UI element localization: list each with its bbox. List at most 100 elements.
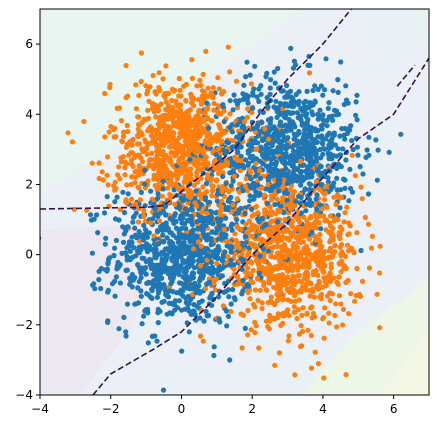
data-point-orange — [334, 279, 340, 285]
data-point-orange — [211, 100, 217, 106]
data-point-orange — [273, 211, 279, 217]
data-point-blue — [314, 192, 320, 198]
data-point-orange — [106, 129, 112, 135]
data-point-orange — [245, 106, 251, 112]
data-point-orange — [132, 180, 138, 186]
data-point-orange — [343, 279, 349, 286]
data-point-orange — [124, 122, 130, 129]
data-point-blue — [152, 206, 158, 212]
data-point-blue — [214, 250, 221, 256]
data-point-orange — [176, 125, 182, 131]
data-point-orange — [188, 91, 194, 97]
data-point-orange — [135, 219, 142, 225]
data-point-blue — [366, 152, 372, 158]
data-point-orange — [346, 311, 352, 317]
data-point-orange — [243, 221, 249, 227]
data-point-blue — [319, 126, 325, 132]
data-point-blue — [293, 62, 299, 68]
data-point-blue — [204, 281, 210, 287]
data-point-blue — [154, 338, 160, 344]
data-point-orange — [341, 219, 347, 225]
data-point-blue — [159, 227, 165, 233]
data-point-blue — [259, 215, 265, 222]
data-point-orange — [69, 139, 75, 145]
data-point-blue — [307, 62, 313, 68]
data-point-blue — [313, 196, 319, 202]
data-point-orange — [161, 117, 167, 123]
data-point-blue — [318, 155, 324, 161]
data-point-orange — [154, 160, 160, 166]
data-point-orange — [368, 245, 375, 251]
data-point-orange — [210, 95, 216, 101]
data-point-blue — [255, 216, 261, 222]
data-point-blue — [278, 203, 284, 209]
data-point-orange — [168, 175, 174, 181]
data-point-orange — [234, 274, 240, 280]
data-point-orange — [321, 197, 328, 203]
data-point-orange — [377, 270, 383, 276]
data-point-blue — [252, 63, 258, 69]
data-point-orange — [269, 218, 275, 224]
data-point-orange — [159, 193, 165, 199]
data-point-blue — [191, 308, 197, 314]
data-point-blue — [325, 105, 331, 111]
data-point-orange — [105, 154, 111, 160]
data-point-blue — [119, 250, 125, 256]
data-point-blue — [174, 235, 180, 241]
data-point-orange — [244, 188, 250, 194]
data-point-orange — [81, 118, 87, 125]
data-point-orange — [234, 196, 240, 202]
data-point-blue — [178, 280, 184, 286]
data-point-orange — [321, 335, 327, 341]
data-point-orange — [265, 226, 271, 232]
data-point-orange — [307, 305, 314, 311]
data-point-blue — [226, 196, 232, 202]
data-point-blue — [257, 158, 263, 164]
data-point-blue — [94, 212, 100, 218]
data-point-orange — [306, 236, 312, 242]
data-point-blue — [242, 234, 249, 240]
data-point-orange — [268, 208, 274, 215]
data-point-orange — [301, 259, 307, 265]
data-point-blue — [317, 170, 323, 176]
data-point-orange — [332, 242, 338, 249]
data-point-blue — [189, 221, 195, 228]
data-point-orange — [303, 243, 309, 249]
data-point-orange — [290, 191, 296, 197]
data-point-orange — [179, 117, 185, 123]
data-point-blue — [229, 221, 235, 227]
data-point-orange — [343, 265, 349, 272]
data-point-blue — [87, 212, 94, 218]
data-point-orange — [248, 327, 254, 333]
data-point-orange — [290, 273, 296, 279]
data-point-orange — [307, 293, 313, 299]
data-point-orange — [71, 206, 77, 212]
data-point-orange — [163, 112, 169, 118]
data-point-blue — [236, 98, 243, 104]
data-point-orange — [275, 276, 281, 282]
data-point-orange — [160, 156, 166, 163]
data-point-orange — [188, 189, 194, 195]
data-point-orange — [306, 258, 312, 264]
data-point-blue — [178, 235, 184, 241]
data-point-orange — [177, 130, 183, 136]
data-point-orange — [377, 325, 383, 331]
data-point-orange — [221, 226, 227, 232]
data-point-orange — [304, 310, 310, 316]
data-point-blue — [341, 176, 347, 182]
data-point-blue — [163, 291, 169, 297]
data-point-orange — [305, 327, 311, 333]
data-point-blue — [373, 137, 379, 143]
data-point-blue — [112, 278, 118, 284]
data-point-blue — [224, 139, 230, 145]
data-point-orange — [209, 187, 216, 193]
data-point-orange — [263, 266, 269, 272]
data-point-blue — [283, 146, 289, 152]
data-point-blue — [267, 85, 273, 91]
data-point-blue — [124, 399, 129, 404]
data-point-orange — [180, 133, 186, 139]
data-point-orange — [292, 298, 298, 304]
data-point-blue — [151, 278, 157, 284]
data-point-blue — [238, 205, 244, 212]
data-point-blue — [129, 284, 135, 290]
